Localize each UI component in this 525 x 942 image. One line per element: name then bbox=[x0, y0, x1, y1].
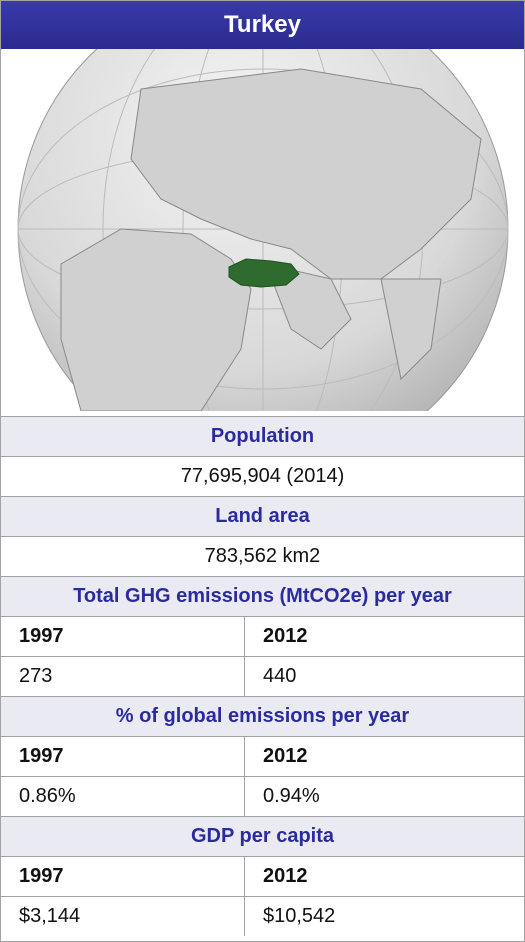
column-row: 1997 2012 bbox=[1, 617, 524, 657]
section-header: GDP per capita bbox=[1, 817, 524, 857]
column-row: 1997 2012 bbox=[1, 857, 524, 897]
column-row: 1997 2012 bbox=[1, 737, 524, 777]
value: 77,695,904 (2014) bbox=[1, 457, 524, 497]
column-header: 1997 bbox=[19, 745, 64, 767]
column-header: 1997 bbox=[19, 625, 64, 647]
cell-value: $10,542 bbox=[244, 897, 524, 936]
cell-value: 273 bbox=[19, 665, 53, 687]
value: 783,562 km2 bbox=[1, 537, 524, 577]
section-header: Population bbox=[1, 417, 524, 457]
cell-value: 0.94% bbox=[244, 777, 524, 816]
section-header: Total GHG emissions (MtCO2e) per year bbox=[1, 577, 524, 617]
column-header: 2012 bbox=[244, 617, 524, 656]
section-header: Land area bbox=[1, 497, 524, 537]
tables: Total GHG emissions (MtCO2e) per year 199… bbox=[1, 577, 524, 936]
cell-value: 0.86% bbox=[19, 785, 76, 807]
column-header: 2012 bbox=[244, 857, 524, 896]
cell-value: $3,144 bbox=[19, 905, 81, 927]
value-row: 273 440 bbox=[1, 657, 524, 697]
locator-map bbox=[1, 49, 524, 417]
section-header: % of global emissions per year bbox=[1, 697, 524, 737]
column-header: 2012 bbox=[244, 737, 524, 776]
title: Turkey bbox=[1, 1, 524, 49]
column-header: 1997 bbox=[19, 865, 64, 887]
cell-value: 440 bbox=[244, 657, 524, 696]
value-row: 0.86% 0.94% bbox=[1, 777, 524, 817]
globe bbox=[17, 49, 509, 411]
value-row: $3,144 $10,542 bbox=[1, 897, 524, 936]
